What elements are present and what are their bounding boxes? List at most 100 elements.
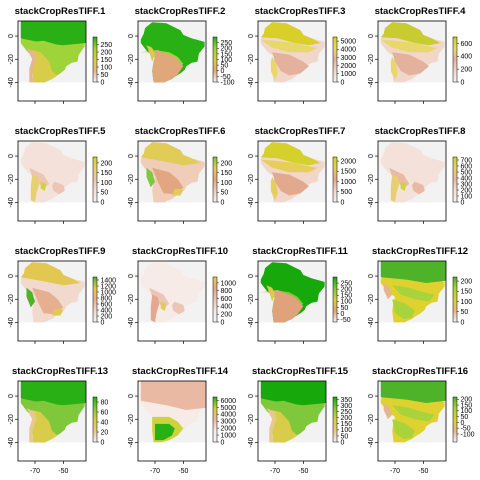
raster-zone	[270, 56, 278, 81]
plot-frame	[17, 20, 87, 102]
y-tick-label: 0	[248, 34, 255, 38]
panel: stackCropResTIFF.4 0 -20 -40 600 400 200 0	[368, 6, 472, 104]
raster-zone	[260, 290, 304, 323]
plot-frame	[17, 380, 87, 462]
legend-tick-label: 150	[101, 57, 113, 64]
y-tick-label: 0	[128, 394, 135, 398]
plot-frame	[257, 380, 327, 462]
panel: stackCropResTIFF.7 0 -20 -40 2000 1500 1000 500…	[248, 126, 356, 224]
y-tick-label: -20	[368, 414, 375, 424]
raster-zone	[383, 283, 393, 300]
plot-frame	[257, 140, 327, 222]
y-tick-label: 0	[8, 154, 15, 158]
y-tick-label: -20	[248, 294, 255, 304]
panel-title: stackCropResTIFF.6	[135, 126, 226, 137]
legend-tick-label: 0	[101, 439, 105, 446]
legend-tick-label: 0	[101, 199, 105, 206]
legend-tick-label: 200	[101, 313, 113, 320]
raster-zone	[20, 381, 86, 406]
y-tick-label: 0	[128, 34, 135, 38]
legend-bar	[92, 36, 98, 83]
legend-tick-label: 600	[461, 163, 473, 170]
legend-tick-label: 100	[221, 180, 233, 187]
legend-bar	[452, 156, 458, 203]
legend-tick-label: 200	[461, 278, 473, 285]
legend-tick-label: 200	[221, 160, 233, 167]
legend-tick-label: 4000	[221, 412, 237, 419]
legend-tick-label: 200	[461, 397, 473, 404]
raster-zone	[26, 287, 35, 308]
panel: stackCropResTIFF.16 0 -20 -40 -70 -50 20015010…	[368, 366, 475, 475]
raster-zone	[26, 407, 37, 443]
raster-layer	[18, 261, 86, 323]
raster-zone	[52, 181, 65, 195]
y-tick-label: -40	[248, 77, 255, 87]
raster-zone	[266, 407, 277, 443]
raster-zone	[390, 56, 398, 81]
panel: stackCropResTIFF.8 0 -20 -40 700600500400300…	[368, 126, 472, 224]
legend-bar	[452, 396, 458, 443]
legend-tick-label: 0	[461, 319, 465, 326]
legend-tick-label: 2000	[341, 158, 357, 165]
y-tick-label: -40	[128, 437, 135, 447]
y-tick-label: -20	[128, 54, 135, 64]
legend-tick-label: 1500	[341, 169, 357, 176]
plot-frame	[377, 260, 447, 342]
y-tick-label: -20	[248, 54, 255, 64]
legend-tick-label: 200	[341, 287, 353, 294]
raster-zone	[260, 39, 318, 53]
y-tick-label: -20	[8, 54, 15, 64]
raster-zone	[32, 410, 58, 443]
raster-zone	[146, 167, 155, 188]
raster-layer	[138, 381, 206, 443]
legend-tick-label: 500	[341, 189, 353, 196]
y-tick-label: -20	[128, 174, 135, 184]
panel-title: stackCropResTIFF.2	[135, 6, 226, 17]
legend-tick-label: 200	[221, 312, 233, 319]
raster-layer	[258, 381, 326, 443]
legend-tick-label: 100	[341, 427, 353, 434]
legend-tick-label: 150	[221, 51, 233, 58]
legend-bar	[92, 396, 98, 443]
legend-bar	[452, 36, 458, 83]
raster-zone	[140, 50, 184, 83]
legend-tick-label: 0	[461, 199, 465, 206]
plot-frame	[137, 140, 207, 222]
legend-tick-label: -50	[461, 426, 471, 433]
panel: stackCropResTIFF.12 0 -20 -40 200 150 100 50 0	[368, 246, 472, 344]
raster-zone	[390, 174, 400, 203]
legend-tick-label: 1200	[101, 283, 117, 290]
raster-zone	[380, 261, 446, 283]
legend-bar	[212, 156, 218, 203]
y-tick-label: 0	[128, 154, 135, 158]
legend-tick-label: 1400	[101, 277, 117, 284]
legend-tick-label: 150	[221, 170, 233, 177]
legend-tick-label: 200	[221, 46, 233, 53]
panel: stackCropResTIFF.15 0 -20 -40 -70 -50 35030025…	[248, 366, 352, 475]
raster-zone	[383, 403, 393, 420]
x-tick-label: -50	[58, 468, 68, 475]
legend-tick-label: 250	[341, 409, 353, 416]
panel: stackCropResTIFF.14 0 -20 -40 -70 -50 60005000…	[128, 366, 236, 475]
legend-tick-label: 3000	[221, 419, 237, 426]
y-tick-label: -40	[248, 197, 255, 207]
legend-tick-label: 100	[101, 64, 113, 71]
legend-tick-label: 150	[341, 293, 353, 300]
y-tick-label: 0	[248, 274, 255, 278]
panel-title: stackCropResTIFF.15	[252, 366, 349, 377]
panel: stackCropResTIFF.10 0 -20 -40 10008006004002…	[128, 246, 236, 344]
legend-tick-label: 100	[461, 299, 473, 306]
legend-tick-label: 80	[101, 399, 109, 406]
plot-frame	[17, 260, 87, 342]
legend-tick-label: 3000	[341, 55, 357, 62]
plot-frame	[377, 20, 447, 102]
raster-zone	[400, 181, 407, 191]
x-tick-label: -70	[150, 468, 160, 475]
panel: stackCropResTIFF.20-20-40250200150100500…	[128, 6, 235, 104]
raster-layer	[138, 21, 206, 83]
legend-tick-label: 5000	[221, 405, 237, 412]
y-tick-label: -40	[248, 317, 255, 327]
legend-tick-label: 600	[461, 41, 473, 48]
raster-zone	[152, 167, 184, 195]
